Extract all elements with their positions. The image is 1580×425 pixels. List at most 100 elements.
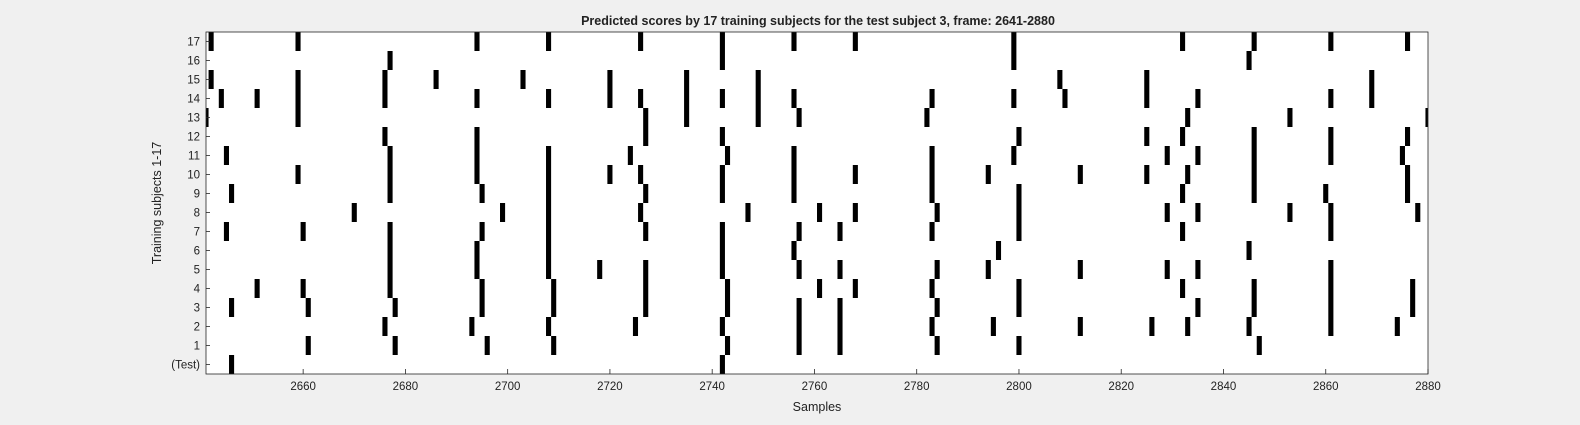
y-tick-label: 6 [194,246,200,258]
data-mark [546,146,552,165]
data-mark [382,89,388,108]
data-mark [1251,279,1257,298]
data-mark [607,70,613,89]
y-tick-label: 9 [194,189,200,201]
data-mark [684,89,690,108]
data-marks [206,32,1428,374]
data-mark [791,184,797,203]
x-tick-label: 2860 [1313,381,1339,393]
data-mark [1328,32,1334,51]
data-mark [1328,260,1334,279]
data-mark [755,89,761,108]
data-mark [1251,298,1257,317]
y-tick-label: 7 [194,227,200,239]
data-mark [295,165,301,184]
data-mark [1164,146,1170,165]
data-mark [1251,165,1257,184]
data-mark [852,279,858,298]
data-mark [1016,127,1022,146]
data-mark [724,336,731,355]
x-tick-label: 2740 [699,381,725,393]
data-mark [929,146,935,165]
data-mark [1164,203,1170,222]
data-mark [924,108,930,127]
data-mark [546,222,552,241]
data-mark [474,165,480,184]
data-mark [719,165,725,184]
data-mark [474,127,480,146]
data-mark [551,298,557,317]
data-mark [990,317,996,336]
data-mark [632,317,639,336]
data-mark [1394,317,1400,336]
data-mark [643,127,649,146]
data-mark [1328,279,1334,298]
data-mark [837,222,843,241]
y-tick-label: 10 [187,170,200,182]
x-tick-label: 2880 [1415,381,1441,393]
data-mark [295,32,301,51]
data-mark [1195,298,1201,317]
x-tick-label: 2720 [597,381,623,393]
x-tick-label: 2680 [393,381,419,393]
data-mark [1016,203,1022,222]
data-mark [755,108,761,127]
data-mark [852,203,858,222]
data-mark [387,165,393,184]
y-tick-label: 17 [187,37,200,49]
data-mark [223,222,229,241]
data-mark [1399,146,1405,165]
data-mark [719,184,725,203]
data-mark [500,203,506,222]
y-tick-label: (Test) [171,360,200,372]
data-mark [1328,317,1334,336]
data-mark [551,279,557,298]
data-mark [719,241,725,260]
plot-border [205,31,1429,375]
data-mark [1016,184,1022,203]
data-mark [1016,298,1022,317]
x-tick-labels: 2660 2680 2700 2720 2740 2760 2780 2800 2820 2840… [290,369,1441,393]
data-mark [1328,89,1334,108]
data-mark [791,32,797,51]
data-mark [1246,51,1252,70]
data-mark [643,184,649,203]
y-tick-label: 5 [194,265,200,277]
data-mark [1149,317,1155,336]
data-mark [817,279,823,298]
data-mark [546,89,552,108]
data-mark [643,279,649,298]
data-mark [392,336,398,355]
data-mark [229,298,235,317]
data-mark [719,355,725,374]
data-mark [995,241,1002,260]
data-mark [1185,165,1191,184]
x-tick-label: 2760 [802,381,828,393]
data-mark [719,127,725,146]
x-tick-label: 2800 [1006,381,1032,393]
data-mark [387,184,393,203]
data-mark [791,165,797,184]
data-mark [1062,89,1068,108]
data-mark [638,165,644,184]
data-mark [1328,298,1334,317]
data-mark [837,298,843,317]
x-tick-label: 2660 [290,381,316,393]
data-mark [1144,165,1150,184]
y-tick-label: 2 [194,322,200,334]
data-mark [929,89,935,108]
y-tick-labels: 17 16 15 14 13 12 11 10 9 8 7 6 5 4 3 2 1 (Test) [171,37,210,372]
data-mark [1251,184,1257,203]
data-mark [934,298,940,317]
data-mark [796,108,802,127]
data-mark [837,317,843,336]
x-axis-label: Samples [793,400,842,414]
data-mark [755,70,761,89]
data-mark [295,89,301,108]
data-mark [387,241,393,260]
y-axis-label: Training subjects 1-17 [150,142,164,265]
data-mark [479,279,485,298]
y-tick-label: 4 [194,284,201,296]
data-mark [1016,279,1022,298]
data-mark [929,165,935,184]
